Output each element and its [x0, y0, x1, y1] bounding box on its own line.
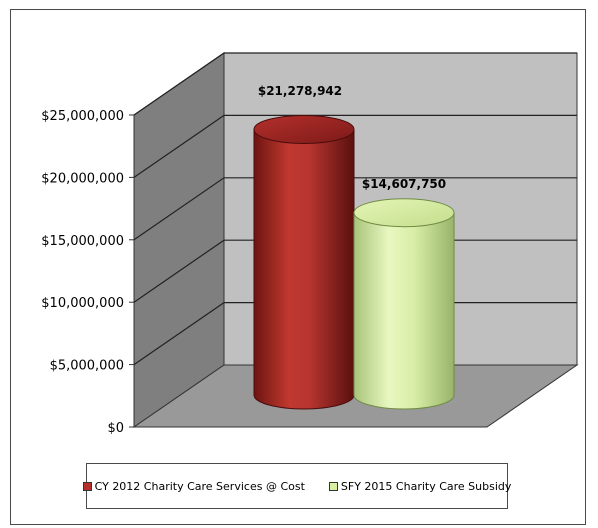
legend: CY 2012 Charity Care Services @ Cost SFY …	[82, 463, 511, 509]
bar-cy2012-body	[253, 128, 355, 410]
legend-item: CY 2012 Charity Care Services @ Cost	[82, 479, 305, 493]
legend-label: SFY 2015 Charity Care Subsidy	[340, 479, 512, 493]
bar-value-label: $21,278,942	[258, 84, 342, 98]
gridlines	[129, 52, 577, 428]
y-tick-label: $20,000,000	[41, 171, 124, 186]
gridline	[133, 177, 577, 241]
y-tick-label: $25,000,000	[41, 109, 124, 124]
legend-item: SFY 2015 Charity Care Subsidy	[328, 479, 512, 493]
side-wall	[133, 52, 225, 428]
bar-cy2012	[253, 114, 355, 410]
bar-value-labels: $21,278,942 $14,607,750	[258, 84, 446, 191]
gridline	[133, 302, 577, 366]
y-tick-label: $5,000,000	[50, 359, 124, 374]
bar-sfy2015-body	[353, 212, 455, 410]
bar-sfy2015	[353, 198, 455, 410]
bars	[253, 114, 455, 410]
legend-swatch	[82, 481, 92, 491]
bar-value-label: $14,607,750	[362, 177, 446, 191]
y-axis-labels: $0 $5,000,000 $10,000,000 $15,000,000 $20,00…	[41, 109, 124, 436]
bar-cy2012-top	[253, 114, 355, 144]
y-tick-label: $10,000,000	[41, 296, 124, 311]
bar-sfy2015-top	[353, 198, 455, 228]
gridline	[133, 239, 577, 303]
legend-label: CY 2012 Charity Care Services @ Cost	[94, 479, 305, 493]
y-tick-label: $15,000,000	[41, 234, 124, 249]
y-tick-label: $0	[107, 421, 124, 436]
legend-swatch	[328, 481, 338, 491]
gridline	[133, 52, 577, 116]
gridline	[133, 114, 577, 178]
